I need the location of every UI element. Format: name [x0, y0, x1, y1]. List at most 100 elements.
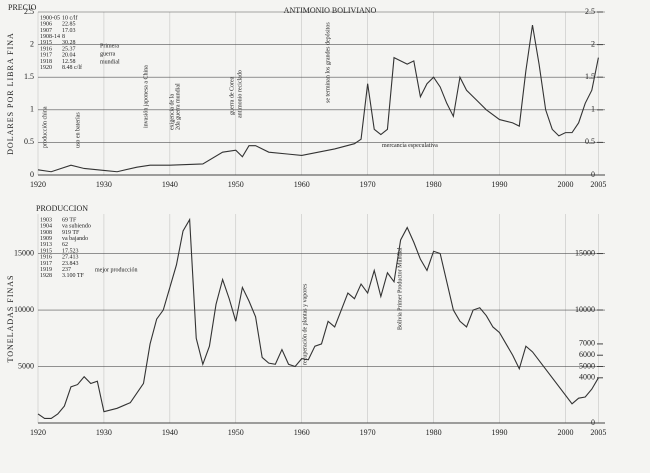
y-tick-label: 0 [30, 170, 34, 179]
note: Primera [100, 43, 119, 49]
table-cell: 27.413 [62, 255, 79, 261]
table-cell: 1917 [40, 261, 52, 267]
table-cell: 1918 [40, 59, 52, 65]
y-tick-label: 10000 [14, 305, 34, 314]
table-cell: 69 TF [62, 217, 77, 223]
table-cell: 23.843 [62, 261, 79, 267]
table-cell: 10 c/lf [62, 14, 78, 21]
table-cell: 20.04 [62, 53, 76, 59]
x-tick-label: 1950 [228, 428, 244, 437]
x-tick-label: 2000 [557, 428, 573, 437]
chart-title: ANTIMONIO BOLIVIANO [284, 6, 377, 15]
x-tick-label: 2000 [557, 180, 573, 189]
line-series [37, 217, 599, 420]
x-tick-label: 1960 [294, 428, 310, 437]
x-tick-label: 1980 [426, 180, 442, 189]
x-tick-label: 1930 [96, 428, 112, 437]
y-tick-label: 2.5 [24, 7, 34, 16]
y2-tick-label: 10000 [575, 305, 595, 314]
table-cell: va bajando [62, 236, 88, 242]
table-cell: 62 [62, 242, 68, 248]
x-tick-label: 1930 [96, 180, 112, 189]
table-cell: va subiendo [62, 224, 91, 230]
table-cell: 25.37 [62, 46, 76, 52]
table-cell: 237 [62, 267, 71, 273]
table-cell: 8.48 c/lf [62, 64, 82, 71]
x-tick-label: 1920 [30, 428, 46, 437]
table-cell: 1920 [40, 65, 52, 71]
y-axis-label: TONELADAS FINAS [6, 275, 15, 363]
table-cell: 1903 [40, 217, 52, 223]
x-tick-label: 1970 [360, 180, 376, 189]
table-cell: 1908 [40, 230, 52, 236]
annotation: guerra de Corea [229, 76, 235, 115]
annotation: uso en baterías [75, 112, 81, 148]
note: mejor producción [95, 267, 138, 273]
x-tick-label: 1980 [426, 428, 442, 437]
y2-tick-label: 1.5 [585, 72, 595, 81]
annotation: 2da guerra mundial [175, 83, 181, 130]
y2-tick-label: 0 [591, 418, 595, 427]
table-cell: 30.28 [62, 40, 76, 46]
table-cell: 1908-14 [40, 34, 60, 40]
table-cell: 1919 [40, 267, 52, 273]
x-tick-label: 2005 [590, 180, 606, 189]
table-cell: 919 TF [62, 230, 80, 236]
y2-tick-label: 4000 [579, 373, 595, 382]
note: mundial [100, 59, 120, 65]
annotation: se terminan los grandes depósitos [325, 22, 331, 103]
table-cell: 1915 [40, 40, 52, 46]
y-tick-label: 2 [30, 39, 34, 48]
panel-label: PRECIO [8, 3, 37, 12]
x-tick-label: 1990 [492, 428, 508, 437]
line-series [37, 24, 599, 173]
panel-label: PRODUCCION [36, 204, 88, 213]
table-cell: 1909 [40, 236, 52, 242]
table-cell: 22.85 [62, 22, 76, 28]
annotation: invasión japonesa a China [143, 65, 149, 128]
y2-tick-label: 2.5 [585, 7, 595, 16]
y-axis-label: DOLARES POR LIBRA FINA [6, 32, 15, 155]
annotation: antimonio reciclado [237, 70, 243, 118]
table-cell: 1916 [40, 255, 52, 261]
table-cell: 1907 [40, 28, 52, 34]
y2-tick-label: 6000 [579, 350, 595, 359]
table-cell: 1917 [40, 53, 52, 59]
table-cell: 12.58 [62, 59, 76, 65]
annotation: recuperación de plantas y vapores [302, 283, 308, 365]
table-cell: 17.03 [62, 28, 76, 34]
x-tick-label: 2005 [590, 428, 606, 437]
note: guerra [100, 51, 116, 57]
y2-tick-label: 2 [591, 39, 595, 48]
y2-tick-label: 15000 [575, 248, 595, 257]
y2-tick-label: 0.5 [585, 137, 595, 146]
y2-tick-label: 1 [591, 105, 595, 114]
y-tick-label: 1.5 [24, 72, 34, 81]
table-cell: 1928 [40, 273, 52, 279]
y2-tick-label: 0 [591, 170, 595, 179]
y2-tick-label: 7000 [579, 339, 595, 348]
x-tick-label: 1920 [30, 180, 46, 189]
y-tick-label: 5000 [18, 361, 34, 370]
y2-tick-label: 5000 [579, 361, 595, 370]
y-tick-label: 0.5 [24, 137, 34, 146]
annotation: producción china [42, 106, 48, 148]
table-cell: 1904 [40, 224, 52, 230]
x-tick-label: 1940 [162, 428, 178, 437]
table-cell: 1913 [40, 242, 52, 248]
x-tick-label: 1970 [360, 428, 376, 437]
table-cell: 1900-05 [40, 15, 60, 21]
annotation: Bolivia Primer Productor Mundial [397, 247, 403, 330]
x-tick-label: 1940 [162, 180, 178, 189]
x-tick-label: 1990 [492, 180, 508, 189]
table-cell: 3.100 TF [62, 273, 85, 279]
y-tick-label: 1 [30, 105, 34, 114]
table-cell: 1906 [40, 22, 52, 28]
table-cell: 1916 [40, 46, 52, 52]
x-tick-label: 1950 [228, 180, 244, 189]
table-cell: 1915 [40, 248, 52, 254]
y-tick-label: 15000 [14, 248, 34, 257]
x-tick-label: 1960 [294, 180, 310, 189]
annotation: mercancía especulativa [382, 143, 438, 149]
